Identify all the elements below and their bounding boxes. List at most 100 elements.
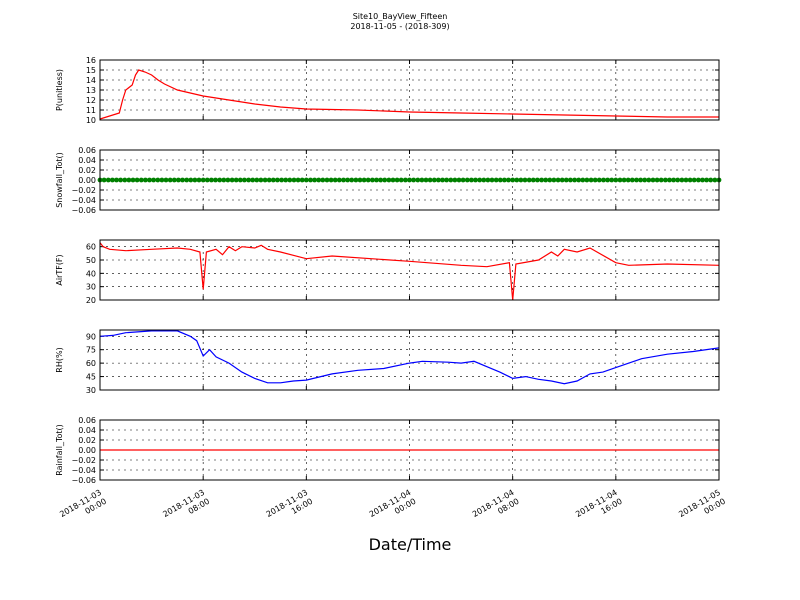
data-point [283,177,289,183]
chart-panel-5: −0.06−0.04−0.020.000.020.040.06 Rainfall_… [55,416,720,485]
data-point [126,177,132,183]
data-point [510,177,516,183]
data-point [609,177,615,183]
y-tick-label: 90 [86,332,96,341]
data-point [485,177,491,183]
x-axis-label: Date/Time [369,535,452,554]
y-tick-label: 16 [86,56,96,65]
data-point [530,177,536,183]
plot-frame [99,419,720,481]
data-point [246,177,252,183]
data-point [568,177,573,183]
data-point [287,177,293,183]
data-point [543,177,549,183]
data-point [596,177,602,183]
data-point [209,177,214,183]
data-point [440,177,445,183]
data-point [180,177,185,183]
data-point [308,177,313,183]
data-point [320,177,326,183]
data-point [213,177,218,183]
data-point [110,177,115,183]
data-point [361,177,367,183]
y-tick-label: −0.02 [71,186,96,195]
data-point [382,177,388,183]
y-tick-label: −0.02 [71,456,96,465]
data-point [634,177,639,183]
data-point [559,177,565,183]
data-point [349,177,355,183]
data-point [708,177,714,183]
data-point [489,177,495,183]
data-point [101,177,107,183]
y-tick-label: 30 [86,283,96,292]
data-point [266,177,272,183]
data-point [407,177,412,183]
y-tick-label: 0.04 [78,156,96,165]
data-point [171,177,177,183]
data-point [629,177,635,183]
data-point [588,177,594,183]
y-tick-label: 14 [86,76,96,85]
data-point [345,177,350,183]
data-point [444,177,449,183]
data-point [200,177,206,183]
data-point [390,177,396,183]
data-point [357,177,363,183]
chart-panel-2: −0.06−0.04−0.020.000.020.040.06 Snowfall_… [55,146,722,215]
y-tick-label: 0.02 [78,436,96,445]
data-point [576,177,582,183]
data-point [262,177,268,183]
y-tick-label: −0.06 [71,206,96,215]
y-tick-label: 0.02 [78,166,96,175]
y-tick-label: 20 [86,296,96,305]
data-point [497,177,503,183]
data-point [572,177,577,183]
y-axis-label: Snowfall_Tot() [55,152,64,208]
data-point [332,177,338,183]
y-tick-label: 50 [86,256,96,265]
data-point [341,177,346,183]
data-point [621,177,627,183]
data-point [237,177,243,183]
data-point [671,177,676,183]
data-point [167,177,173,183]
data-point [386,177,392,183]
data-point [436,177,441,183]
x-tick-label: 2018-11-0316:00 [265,488,315,528]
y-tick-label: 0.04 [78,426,96,435]
data-point [522,177,528,183]
data-point [555,177,561,183]
data-point [353,177,359,183]
data-point [617,177,623,183]
data-point [464,177,470,183]
x-tick-label: 2018-11-0408:00 [471,488,521,528]
data-point [233,177,239,183]
data-point [403,177,408,183]
data-point [551,177,557,183]
data-point [411,177,416,183]
data-point [473,177,478,183]
y-axis-label: AirTF(F) [55,254,64,285]
data-point [563,177,569,183]
data-point [225,177,231,183]
y-tick-label: 60 [86,243,96,252]
data-point [184,177,190,183]
data-point [539,177,544,183]
data-point [423,177,429,183]
data-point [114,177,119,183]
data-point [316,177,322,183]
chart-subtitle: 2018-11-05 - (2018-309) [350,22,449,31]
x-tick-label: 2018-11-0400:00 [368,488,418,528]
y-tick-label: 75 [86,346,96,355]
data-point [683,177,689,183]
data-point [336,177,342,183]
data-point [270,177,276,183]
data-point [625,177,631,183]
data-point [506,177,511,183]
data-point [155,177,161,183]
x-tick-label: 2018-11-0308:00 [161,488,211,528]
data-point [378,177,383,183]
data-point [663,177,668,183]
data-point [151,177,157,183]
